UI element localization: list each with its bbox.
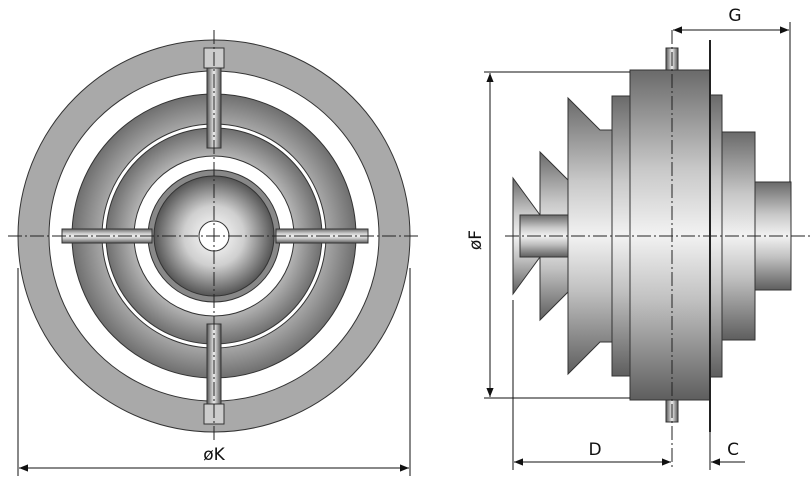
dimension-label: D — [588, 440, 601, 460]
shape — [629, 69, 711, 401]
dimension-label: øF — [466, 230, 486, 250]
front-view: øK — [8, 30, 420, 476]
side-view: øF D C G — [466, 6, 811, 470]
dimension-label: G — [728, 6, 741, 26]
dimension-label: øK — [203, 445, 225, 465]
dimension-label: C — [727, 440, 739, 460]
